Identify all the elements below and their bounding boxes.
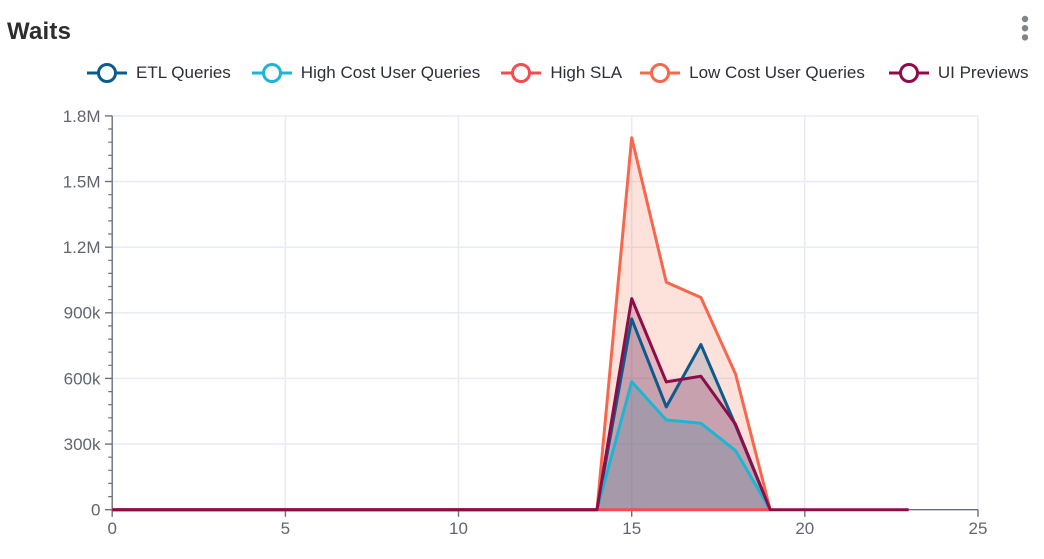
svg-text:10: 10 xyxy=(449,519,468,538)
svg-text:0: 0 xyxy=(107,519,116,538)
svg-text:600k: 600k xyxy=(64,369,101,388)
svg-text:5: 5 xyxy=(281,519,290,538)
svg-text:1.2M: 1.2M xyxy=(63,238,101,257)
svg-text:20: 20 xyxy=(795,519,814,538)
svg-text:300k: 300k xyxy=(64,435,101,454)
svg-text:1.8M: 1.8M xyxy=(63,107,101,126)
svg-text:25: 25 xyxy=(969,519,988,538)
svg-text:0: 0 xyxy=(91,501,100,520)
svg-text:15: 15 xyxy=(622,519,641,538)
svg-text:900k: 900k xyxy=(64,304,101,323)
svg-text:1.5M: 1.5M xyxy=(63,172,101,191)
